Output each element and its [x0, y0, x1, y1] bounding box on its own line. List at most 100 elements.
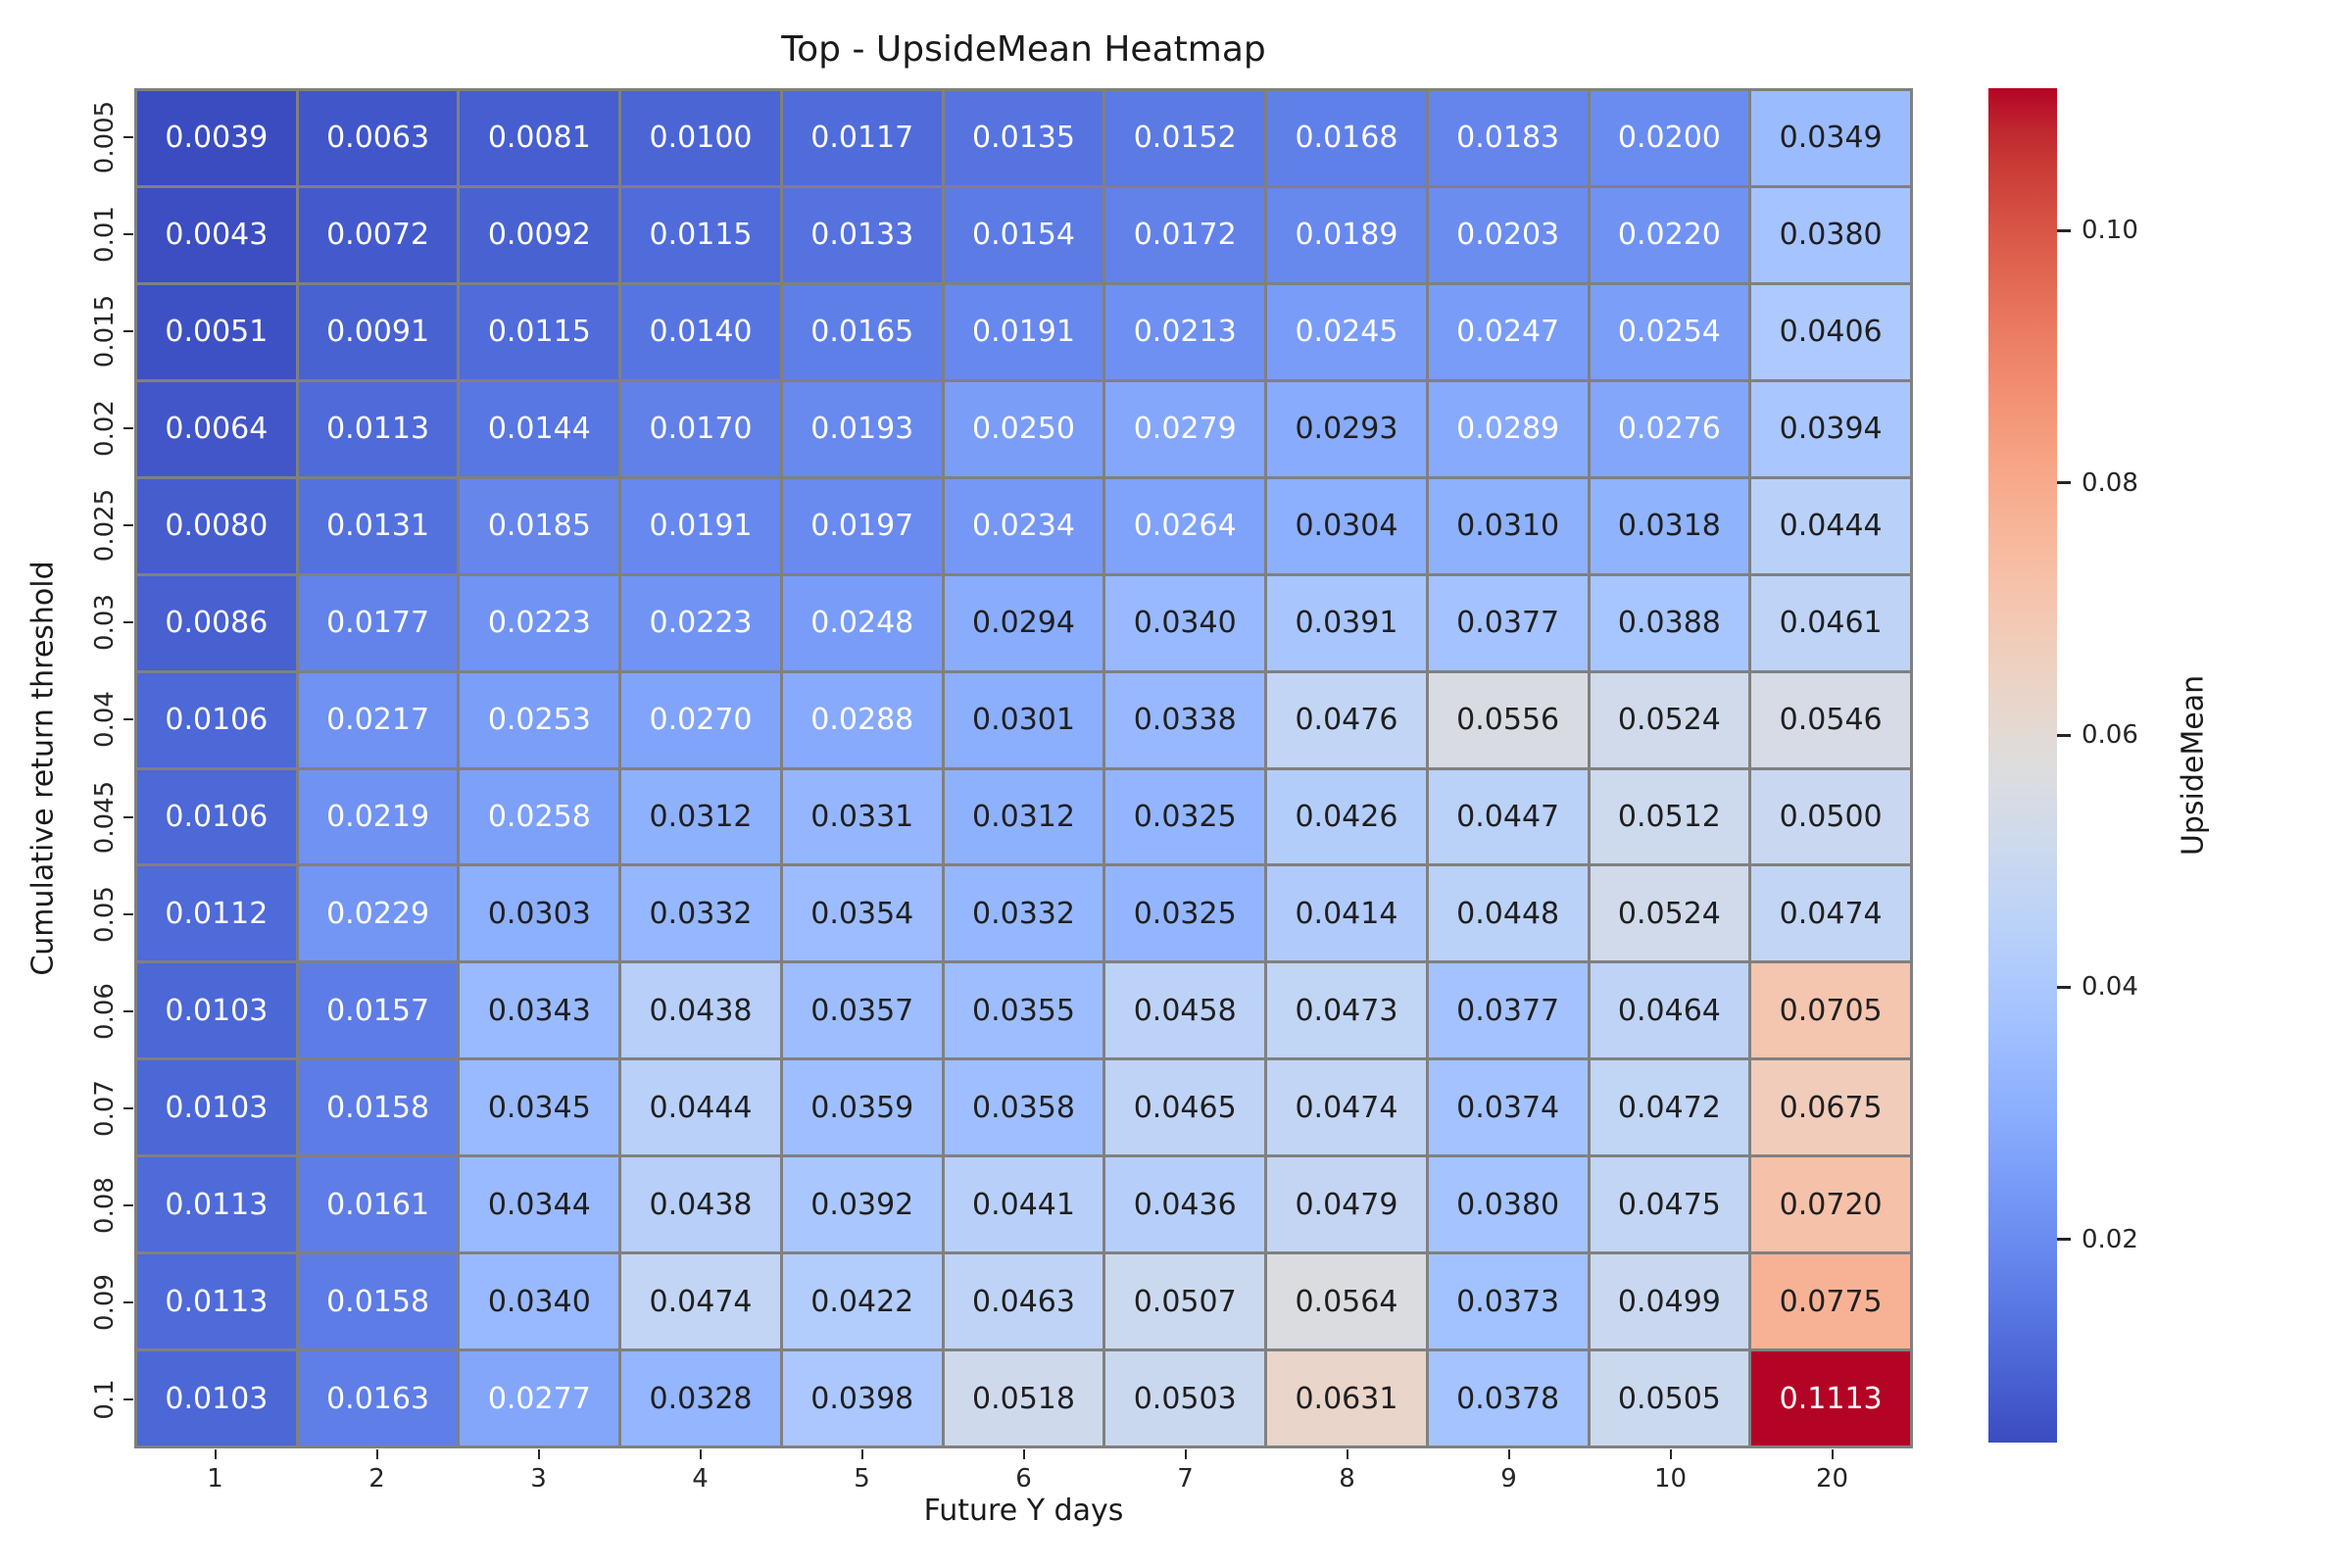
heatmap-cell: 0.0343 — [460, 963, 619, 1058]
heatmap-cell: 0.0444 — [1751, 478, 1910, 573]
y-tick-mark — [123, 621, 133, 624]
heatmap-cell: 0.0414 — [1267, 866, 1426, 961]
heatmap-cell: 0.0217 — [298, 672, 458, 767]
colorbar-tick-mark — [2057, 1238, 2071, 1242]
heatmap-cell: 0.0345 — [460, 1060, 619, 1155]
heatmap-cell: 0.0720 — [1751, 1157, 1910, 1252]
heatmap-cell: 0.0248 — [782, 575, 942, 670]
heatmap-cell: 0.0113 — [137, 1254, 296, 1349]
heatmap-cell: 0.0220 — [1590, 187, 1749, 282]
heatmap-cell: 0.0394 — [1751, 381, 1910, 476]
heatmap-cell: 0.0331 — [782, 769, 942, 864]
heatmap-cell: 0.0388 — [1590, 575, 1749, 670]
heatmap-cell: 0.0464 — [1590, 963, 1749, 1058]
heatmap-cell: 0.0112 — [137, 866, 296, 961]
x-tick-label: 3 — [530, 1464, 547, 1494]
heatmap-cell: 0.0304 — [1267, 478, 1426, 573]
heatmap-cell: 0.0556 — [1428, 672, 1588, 767]
heatmap-cell: 0.0344 — [460, 1157, 619, 1252]
heatmap-cell: 0.0277 — [460, 1351, 619, 1446]
heatmap-cell: 0.0092 — [460, 187, 619, 282]
heatmap-cell: 0.0117 — [782, 91, 942, 185]
y-tick-mark — [123, 1301, 133, 1304]
heatmap-cell: 0.0115 — [621, 187, 780, 282]
colorbar-label: UpsideMean — [2176, 674, 2211, 857]
heatmap-grid: 0.0039 0.0063 0.0081 0.0100 0.0117 0.0135 0.01… — [134, 88, 1913, 1448]
heatmap-cell: 0.0168 — [1267, 91, 1426, 185]
heatmap-cell: 0.0426 — [1267, 769, 1426, 864]
heatmap-cell: 0.0163 — [298, 1351, 458, 1446]
heatmap-cell: 0.0086 — [137, 575, 296, 670]
heatmap-cell: 0.0325 — [1105, 769, 1265, 864]
heatmap-cell: 0.0458 — [1105, 963, 1265, 1058]
heatmap-cell: 0.0213 — [1105, 284, 1265, 379]
heatmap-cell: 0.0203 — [1428, 187, 1588, 282]
colorbar-tick-mark — [2057, 228, 2071, 232]
heatmap-cell: 0.0140 — [621, 284, 780, 379]
heatmap-cell: 0.0338 — [1105, 672, 1265, 767]
heatmap-cell: 0.0505 — [1590, 1351, 1749, 1446]
colorbar-tick-label: 0.02 — [2082, 1224, 2138, 1254]
y-tick-label: 0.01 — [90, 205, 120, 263]
colorbar-tick-label: 0.10 — [2082, 216, 2138, 246]
heatmap-cell: 0.0465 — [1105, 1060, 1265, 1155]
heatmap-cell: 0.0355 — [944, 963, 1103, 1058]
heatmap-cell: 0.0103 — [137, 1351, 296, 1446]
heatmap-cell: 0.0051 — [137, 284, 296, 379]
heatmap-cell: 0.0380 — [1428, 1157, 1588, 1252]
heatmap-cell: 0.0152 — [1105, 91, 1265, 185]
x-tick-label: 1 — [207, 1464, 223, 1494]
heatmap-cell: 0.0183 — [1428, 91, 1588, 185]
heatmap-cell: 0.0289 — [1428, 381, 1588, 476]
heatmap-cell: 0.0157 — [298, 963, 458, 1058]
colorbar-tick-mark — [2057, 733, 2071, 737]
y-tick-mark — [123, 1204, 133, 1207]
heatmap-cell: 0.0461 — [1751, 575, 1910, 670]
heatmap-cell: 0.0063 — [298, 91, 458, 185]
heatmap-cell: 0.0524 — [1590, 672, 1749, 767]
heatmap-cell: 0.0191 — [621, 478, 780, 573]
heatmap-cell: 0.0631 — [1267, 1351, 1426, 1446]
heatmap-cell: 0.0775 — [1751, 1254, 1910, 1349]
colorbar-tick-label: 0.08 — [2082, 467, 2138, 498]
heatmap-cell: 0.0436 — [1105, 1157, 1265, 1252]
heatmap-cell: 0.0349 — [1751, 91, 1910, 185]
heatmap-cell: 0.0193 — [782, 381, 942, 476]
x-tick-mark — [1831, 1449, 1834, 1459]
heatmap-cell: 0.0373 — [1428, 1254, 1588, 1349]
heatmap-cell: 0.0081 — [460, 91, 619, 185]
heatmap-cell: 0.0245 — [1267, 284, 1426, 379]
heatmap-cell: 0.0135 — [944, 91, 1103, 185]
y-tick-label: 0.005 — [90, 100, 120, 173]
heatmap-cell: 0.0546 — [1751, 672, 1910, 767]
heatmap-cell: 0.0258 — [460, 769, 619, 864]
heatmap-cell: 0.0106 — [137, 769, 296, 864]
x-tick-label: 6 — [1015, 1464, 1032, 1494]
heatmap-cell: 0.0472 — [1590, 1060, 1749, 1155]
colorbar — [1988, 88, 2057, 1443]
heatmap-cell: 0.0158 — [298, 1254, 458, 1349]
y-tick-label: 0.04 — [90, 691, 120, 749]
heatmap-cell: 0.0512 — [1590, 769, 1749, 864]
heatmap-cell: 0.0161 — [298, 1157, 458, 1252]
heatmap-cell: 0.0398 — [782, 1351, 942, 1446]
colorbar-tick-label: 0.06 — [2082, 720, 2138, 751]
heatmap-cell: 0.0406 — [1751, 284, 1910, 379]
heatmap-cell: 0.0318 — [1590, 478, 1749, 573]
y-tick-label: 0.025 — [90, 488, 120, 563]
heatmap-cell: 0.0354 — [782, 866, 942, 961]
heatmap-cell: 0.0144 — [460, 381, 619, 476]
y-tick-label: 0.015 — [90, 294, 120, 368]
heatmap-cell: 0.0039 — [137, 91, 296, 185]
x-tick-label: 20 — [1815, 1464, 1849, 1494]
y-tick-mark — [123, 815, 133, 818]
heatmap-cell: 0.0294 — [944, 575, 1103, 670]
heatmap-cell: 0.0312 — [944, 769, 1103, 864]
y-tick-label: 0.07 — [90, 1080, 120, 1137]
heatmap-cell: 0.0374 — [1428, 1060, 1588, 1155]
y-tick-mark — [123, 718, 133, 721]
heatmap-cell: 0.0675 — [1751, 1060, 1910, 1155]
heatmap-cell: 0.0064 — [137, 381, 296, 476]
x-tick-label: 9 — [1500, 1464, 1517, 1494]
